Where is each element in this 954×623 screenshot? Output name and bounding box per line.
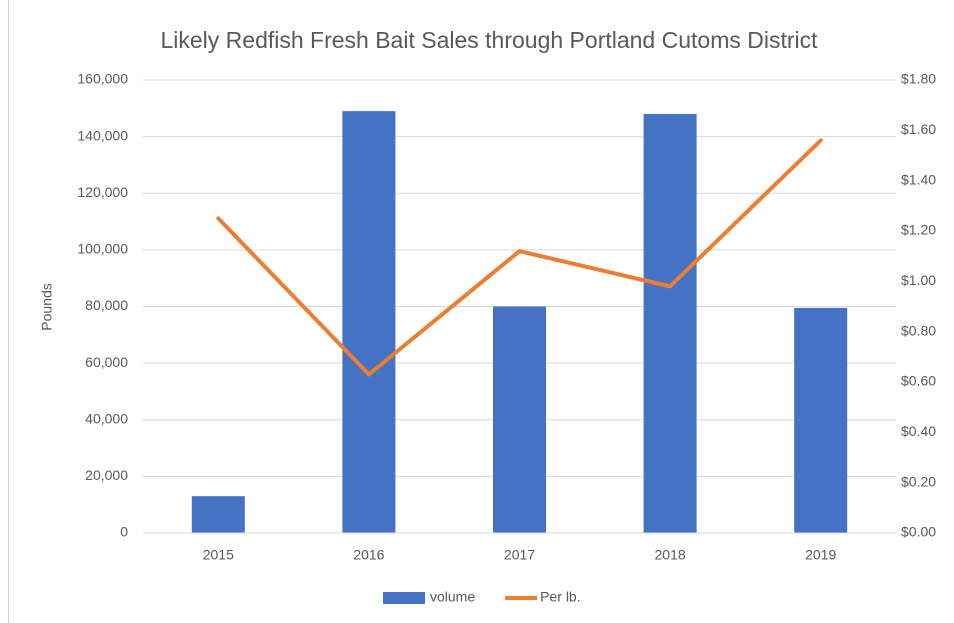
y2-tick-label: $0.80 — [901, 322, 936, 338]
y2-tick-label: $1.00 — [901, 272, 936, 288]
x-tick-label: 2016 — [353, 547, 384, 563]
y2-tick-label: $0.40 — [901, 423, 936, 439]
chart-title: Likely Redfish Fresh Bait Sales through … — [160, 27, 818, 53]
y-tick-label: 140,000 — [77, 127, 128, 143]
y-tick-label: 20,000 — [85, 467, 128, 483]
y-tick-label: 80,000 — [85, 297, 128, 313]
y2-tick-label: $0.00 — [901, 524, 936, 540]
x-tick-label: 2017 — [504, 547, 535, 563]
y2-tick-label: $1.40 — [901, 171, 936, 187]
bar — [643, 113, 697, 533]
bar — [493, 306, 546, 533]
y-tick-label: 60,000 — [85, 354, 128, 370]
x-tick-label: 2015 — [203, 547, 234, 563]
y2-tick-label: $1.60 — [901, 121, 936, 137]
y2-tick-label: $1.80 — [901, 71, 936, 87]
y-tick-label: 120,000 — [77, 184, 128, 200]
line — [216, 138, 823, 377]
bar — [342, 111, 396, 534]
legend-swatch — [383, 592, 425, 604]
y2-tick-label: $0.20 — [901, 473, 936, 489]
y-tick-label: 100,000 — [77, 241, 128, 257]
y2-tick-label: $0.60 — [901, 373, 936, 389]
x-tick-label: 2018 — [655, 547, 686, 563]
y-tick-label: 160,000 — [77, 71, 128, 87]
legend-label: Per lb. — [540, 589, 580, 605]
legend-label: volume — [430, 589, 475, 605]
bar — [191, 496, 245, 533]
y-axis-label: Pounds — [39, 283, 55, 330]
y-tick-label: 40,000 — [85, 410, 128, 426]
bar — [794, 307, 848, 533]
y2-tick-label: $1.20 — [901, 222, 936, 238]
x-tick-label: 2019 — [805, 547, 836, 563]
y-tick-label: 0 — [120, 524, 128, 540]
